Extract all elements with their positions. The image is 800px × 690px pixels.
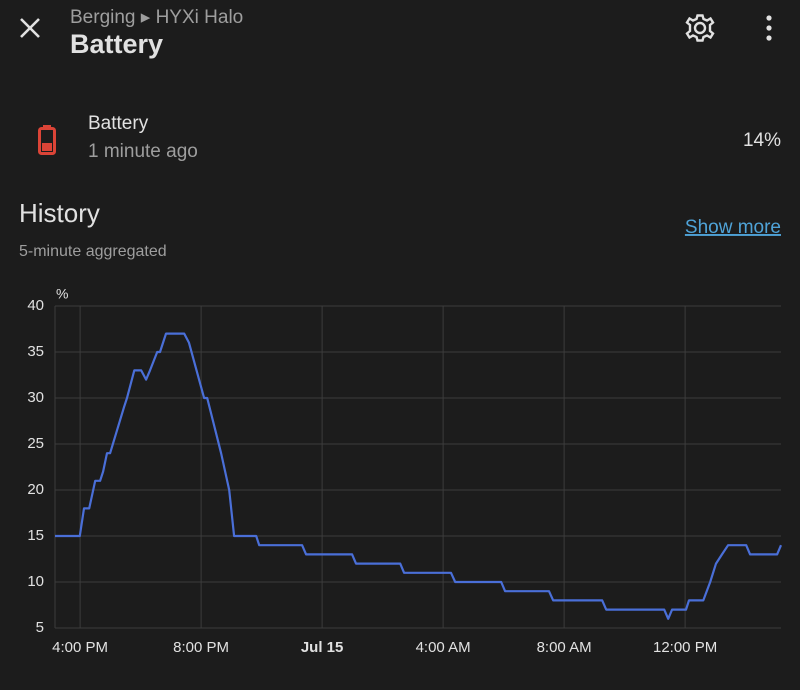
- x-tick-label: 8:00 PM: [173, 639, 229, 656]
- settings-button[interactable]: [685, 14, 715, 42]
- y-axis-label: %: [56, 286, 68, 302]
- breadcrumb: Berging ▸ HYXi Halo: [70, 7, 243, 28]
- battery-icon: [38, 125, 56, 155]
- y-tick-label: 10: [27, 573, 44, 590]
- x-tick-label: 12:00 PM: [653, 639, 717, 656]
- entity-state: 14%: [743, 130, 781, 151]
- x-tick-label: 4:00 AM: [416, 639, 471, 656]
- chart: 5 10 15 20 25 30 35 40 4:00 PM 8:00 PM Jul 15 4:00 …: [27, 297, 783, 656]
- y-tick-label: 30: [27, 389, 44, 406]
- y-tick-label: 35: [27, 343, 44, 360]
- y-tick-label: 20: [27, 481, 44, 498]
- dialog-title: Battery: [70, 29, 163, 59]
- series-line: [55, 332, 783, 620]
- x-tick-label: 4:00 PM: [52, 639, 108, 656]
- y-tick-label: 40: [27, 297, 44, 314]
- x-tick-label: Jul 15: [301, 639, 344, 656]
- y-tick-label: 25: [27, 435, 44, 452]
- entity-name: Battery: [88, 113, 149, 134]
- entity-updated: 1 minute ago: [88, 141, 198, 162]
- y-tick-label: 5: [36, 619, 44, 636]
- history-title: History: [19, 198, 100, 228]
- close-button[interactable]: [20, 18, 40, 38]
- x-tick-label: 8:00 AM: [537, 639, 592, 656]
- history-subtitle: 5-minute aggregated: [19, 243, 167, 260]
- y-tick-label: 15: [27, 527, 44, 544]
- menu-button[interactable]: [766, 15, 772, 41]
- show-more-link[interactable]: Show more: [685, 217, 781, 238]
